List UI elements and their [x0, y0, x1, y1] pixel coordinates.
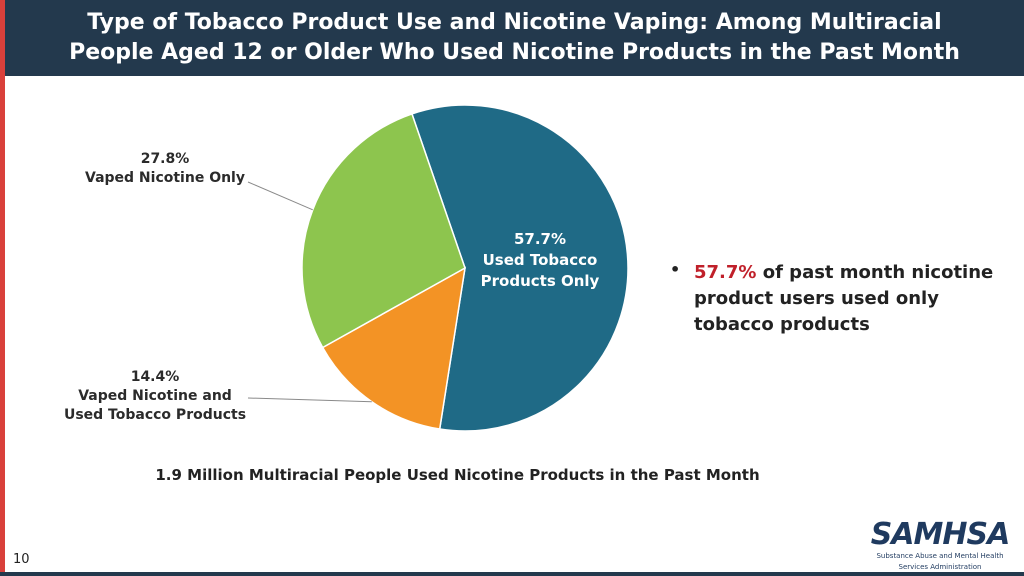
- bottom-rule: [0, 572, 1024, 576]
- left-accent-bar: [0, 0, 5, 576]
- inside-label-line-2: Products Only: [481, 272, 600, 290]
- callout-both-value: 14.4%: [130, 369, 180, 385]
- bullet-text: 57.7% of past month nicotine product use…: [694, 260, 1000, 338]
- pie-slice-2: [301, 112, 466, 349]
- logo-subtitle-1: Substance Abuse and Mental Health: [876, 552, 1004, 560]
- leader-line-vaped-and-tobacco: [247, 397, 372, 403]
- callout-both-label-1: Vaped Nicotine and: [78, 388, 232, 404]
- callout-both-label-2: Used Tobacco Products: [63, 407, 247, 423]
- inside-label: 57.7% Used Tobacco Products Only: [481, 230, 600, 290]
- page-number: 10: [13, 552, 30, 567]
- callout-vaped-value: 27.8%: [140, 151, 190, 167]
- bullet-highlight: 57.7%: [694, 262, 757, 283]
- title-banner: Type of Tobacco Product Use and Nicotine…: [5, 0, 1024, 76]
- callout-vaped-and-tobacco: 14.4% Vaped Nicotine and Used Tobacco Pr…: [60, 368, 250, 425]
- title-line-2: People Aged 12 or Older Who Used Nicotin…: [69, 40, 960, 65]
- logo-wordmark: SAMHSA: [870, 517, 1011, 552]
- bullet-body: of past month nicotine product users use…: [694, 262, 994, 335]
- pie-slice-0: [410, 104, 629, 432]
- pie-chart: 57.7% Used Tobacco Products Only: [247, 104, 629, 432]
- inside-label-line-1: Used Tobacco: [483, 251, 598, 269]
- chart-caption: 1.9 Million Multiracial People Used Nico…: [155, 466, 760, 484]
- callout-vaped-label: Vaped Nicotine Only: [85, 170, 245, 186]
- samhsa-logo: SAMHSA Substance Abuse and Mental Health…: [870, 517, 1011, 572]
- pie-slice-1: [321, 266, 466, 430]
- leader-lines: [247, 181, 372, 403]
- inside-label-line-0: 57.7%: [514, 230, 566, 248]
- pie-slices: [301, 104, 629, 432]
- bullet-dot-icon: •: [670, 260, 681, 279]
- leader-line-vaped-only: [247, 181, 313, 211]
- key-finding-bullet: • 57.7% of past month nicotine product u…: [670, 260, 1000, 338]
- title-line-1: Type of Tobacco Product Use and Nicotine…: [87, 10, 942, 35]
- callout-vaped-only: 27.8% Vaped Nicotine Only: [80, 150, 250, 188]
- logo-subtitle-2: Services Administration: [898, 563, 982, 571]
